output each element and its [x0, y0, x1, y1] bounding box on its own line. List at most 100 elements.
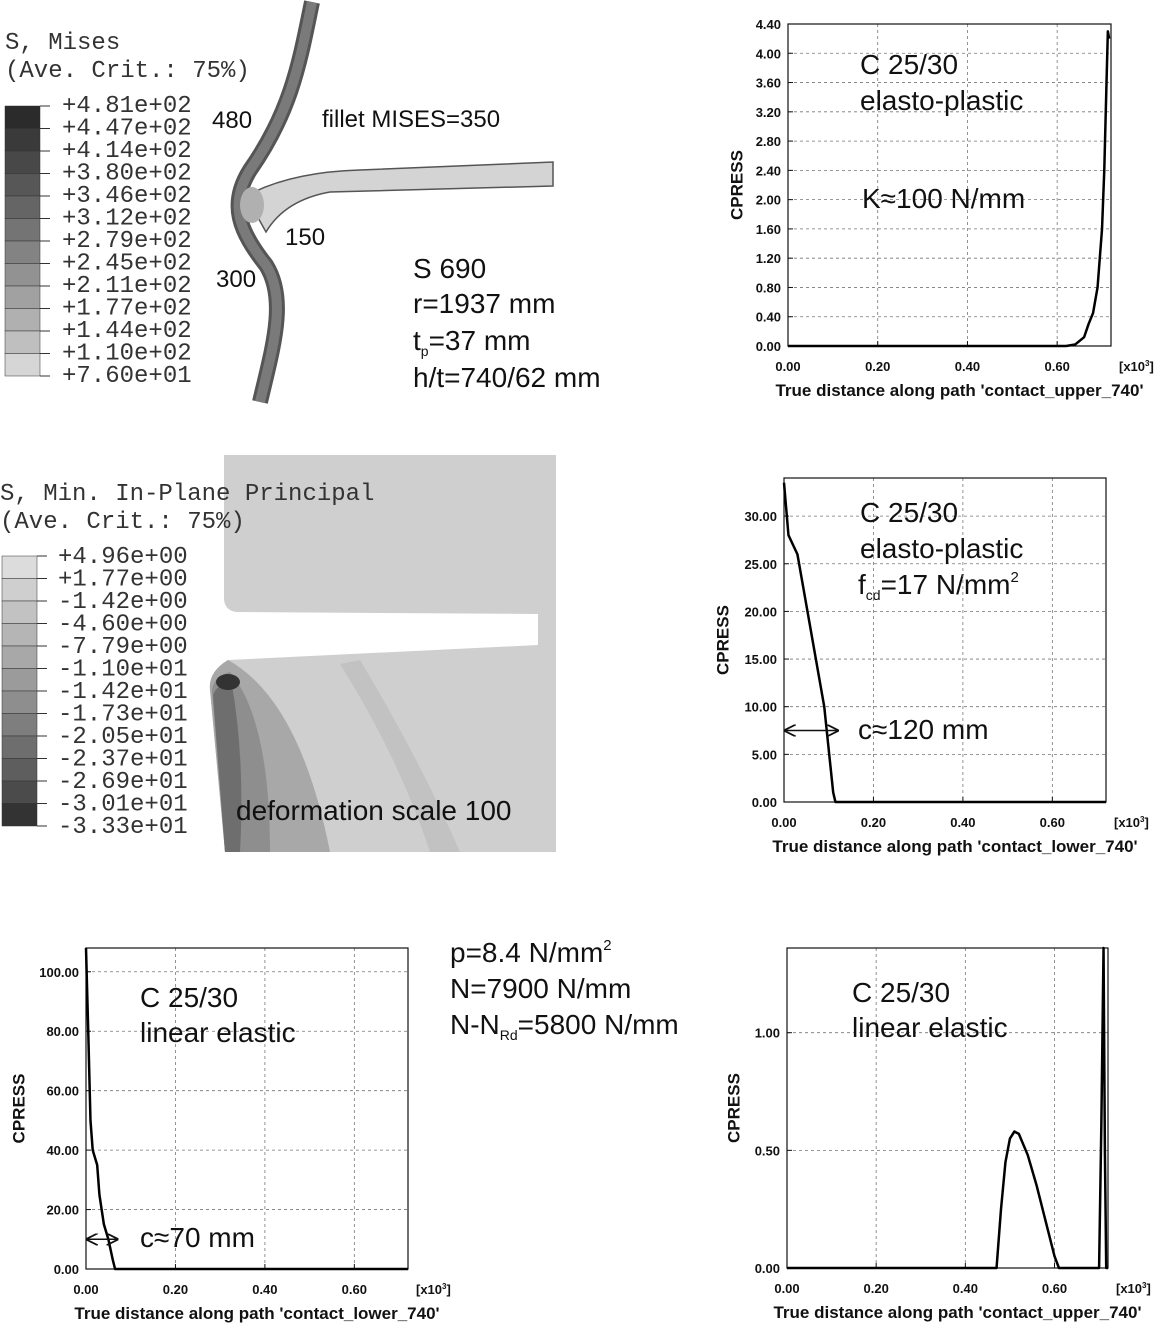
- x-axis-label: True distance along path 'contact_lower_…: [74, 1304, 439, 1323]
- annotation: h/t=740/62 mm: [413, 362, 601, 393]
- y-tick-label: 0.50: [755, 1143, 780, 1158]
- thickness-note: tp=37 mm: [413, 325, 531, 359]
- legend-title: S, Mises: [5, 30, 120, 57]
- legend-swatch: [5, 174, 40, 197]
- note: N-NRd=5800 N/mm: [450, 1009, 679, 1043]
- y-tick-label: 40.00: [46, 1143, 79, 1158]
- legend-swatch: [2, 714, 37, 737]
- y-tick-label: 15.00: [744, 652, 777, 667]
- annotation: K≈100 N/mm: [862, 183, 1025, 214]
- annotation: deformation scale 100: [236, 795, 512, 826]
- multiplier-part: [x10: [1114, 815, 1140, 830]
- legend-swatch: [2, 601, 37, 624]
- y-tick-label: 1.20: [756, 251, 781, 266]
- y-tick-label: 0.00: [752, 795, 777, 810]
- x-tick-label: 0.20: [163, 1282, 188, 1297]
- legend-title: (Ave. Crit.: 75%): [0, 509, 245, 536]
- annotation: elasto-plastic: [860, 85, 1023, 116]
- legend-label: -3.33e+01: [58, 814, 188, 841]
- legend-swatch: [5, 286, 40, 309]
- legend-swatch: [2, 804, 37, 827]
- annotation: linear elastic: [852, 1012, 1008, 1043]
- note: p=8.4 N/mm2: [450, 937, 612, 968]
- y-tick-label: 10.00: [744, 700, 777, 715]
- multiplier-part: [x10: [416, 1282, 442, 1297]
- legend-swatch: [5, 106, 40, 129]
- data-line: [86, 948, 408, 1269]
- annotation: C 25/30: [140, 982, 238, 1013]
- legend-title: S, Min. In-Plane Principal: [0, 481, 374, 508]
- annotation: 480: [212, 107, 252, 134]
- y-axis-label: CPRESS: [724, 1073, 743, 1143]
- legend-swatch: [5, 354, 40, 377]
- figure: tp=37 mm p=8.4 N/mm2 N=7900 N/mm N-NRd=5…: [0, 0, 1161, 1326]
- x-tick-label: 0.40: [953, 1281, 978, 1296]
- y-tick-label: 5.00: [752, 747, 777, 762]
- y-axis-label: CPRESS: [9, 1074, 28, 1144]
- legend-swatch: [2, 759, 37, 782]
- x-tick-label: 0.00: [775, 359, 800, 374]
- note: N=7900 N/mm: [450, 973, 631, 1004]
- y-tick-label: 2.40: [756, 163, 781, 178]
- legend-swatch: [2, 624, 37, 647]
- principal-model: [210, 455, 556, 852]
- x-tick-label: 0.00: [774, 1281, 799, 1296]
- legend-swatch: [5, 241, 40, 264]
- multiplier-part: ]: [446, 1282, 450, 1297]
- legend-swatch: [2, 691, 37, 714]
- x-tick-label: 0.00: [771, 815, 796, 830]
- annotation: 300: [216, 266, 256, 293]
- annotation: C 25/30: [852, 977, 950, 1008]
- y-tick-label: 60.00: [46, 1084, 79, 1099]
- legend-swatch: [2, 669, 37, 692]
- x-tick-label: 0.20: [861, 815, 886, 830]
- y-tick-label: 0.00: [54, 1262, 79, 1277]
- y-tick-label: 1.60: [756, 222, 781, 237]
- annotation: c≈120 mm: [858, 714, 989, 745]
- x-tick-label: 0.40: [252, 1282, 277, 1297]
- x-tick-label: 0.60: [1042, 1281, 1067, 1296]
- text-part: p=8.4 N/mm: [450, 937, 603, 968]
- y-tick-label: 3.60: [756, 76, 781, 91]
- y-tick-label: 0.00: [756, 339, 781, 354]
- legend-label: +7.60e+01: [62, 363, 192, 390]
- text-sup: 2: [1011, 569, 1019, 586]
- text-part: =37 mm: [429, 325, 531, 356]
- y-tick-label: 30.00: [744, 509, 777, 524]
- x-multiplier: [x103]: [1116, 1281, 1151, 1296]
- y-tick-label: 1.00: [755, 1026, 780, 1041]
- text-sup: 2: [603, 937, 611, 954]
- text-part: N=7900 N/mm: [450, 973, 631, 1004]
- y-tick-label: 20.00: [744, 604, 777, 619]
- multiplier-part: [x10: [1119, 359, 1145, 374]
- text-part: =17 N/mm: [881, 569, 1011, 600]
- y-tick-label: 100.00: [39, 965, 79, 980]
- x-tick-label: 0.60: [1045, 359, 1070, 374]
- y-tick-label: 0.80: [756, 280, 781, 295]
- legend-swatch: [5, 151, 40, 174]
- text-sub: Rd: [500, 1027, 518, 1043]
- x-tick-label: 0.00: [73, 1282, 98, 1297]
- legend-swatch: [5, 219, 40, 242]
- x-axis-label: True distance along path 'contact_upper_…: [773, 1303, 1141, 1322]
- legend-swatch: [5, 129, 40, 152]
- text-part: N-N: [450, 1009, 500, 1040]
- legend-swatch: [2, 781, 37, 804]
- plot-frame: [86, 948, 408, 1269]
- annotation: C 25/30: [860, 49, 958, 80]
- legend-title: (Ave. Crit.: 75%): [5, 58, 250, 85]
- y-tick-label: 2.00: [756, 193, 781, 208]
- y-tick-label: 0.40: [756, 310, 781, 325]
- x-tick-label: 0.20: [865, 359, 890, 374]
- legend-swatch: [2, 579, 37, 602]
- annotation: linear elastic: [140, 1017, 296, 1048]
- y-axis-label: CPRESS: [713, 605, 732, 675]
- annotation: fcd=17 N/mm2: [858, 569, 1019, 603]
- x-axis-label: True distance along path 'contact_upper_…: [775, 381, 1143, 400]
- y-tick-label: 25.00: [744, 557, 777, 572]
- legend-swatch: [5, 196, 40, 219]
- multiplier-part: ]: [1144, 815, 1148, 830]
- annotation: c≈70 mm: [140, 1222, 255, 1253]
- y-tick-label: 0.00: [755, 1261, 780, 1276]
- x-axis-label: True distance along path 'contact_lower_…: [772, 837, 1137, 856]
